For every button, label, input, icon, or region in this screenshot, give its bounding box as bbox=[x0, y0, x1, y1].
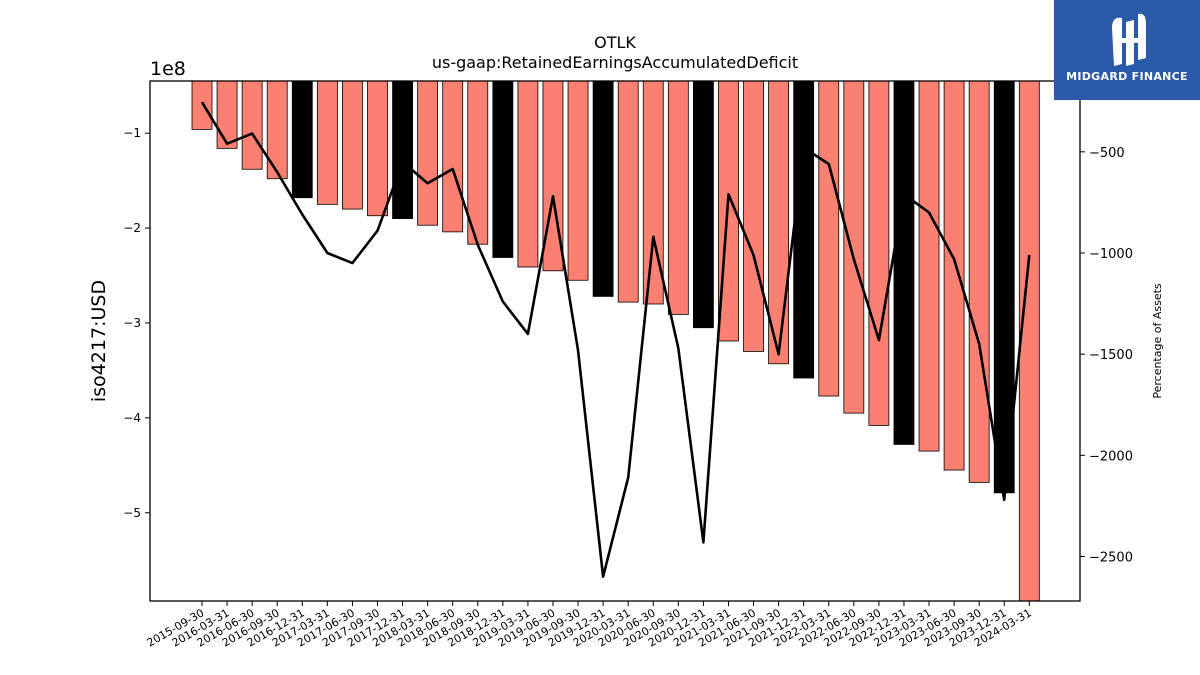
bar-2016-09-30 bbox=[266, 80, 288, 180]
bar-2021-12-31 bbox=[793, 80, 815, 379]
bar-2019-09-30 bbox=[567, 80, 589, 281]
bar-2020-12-31 bbox=[693, 80, 714, 329]
brand-mark-icon bbox=[1112, 13, 1146, 66]
y-tick-label: −2 bbox=[123, 221, 141, 235]
plot-frame bbox=[149, 80, 1081, 602]
y-axis-label: iso4217:USD bbox=[88, 280, 110, 402]
y2-tick-label: −1500 bbox=[1089, 348, 1133, 363]
bar-2022-12-31 bbox=[893, 80, 915, 445]
y2-tick-label: −2000 bbox=[1089, 449, 1133, 464]
bar-2020-09-30 bbox=[667, 80, 689, 315]
bar-2017-06-30 bbox=[342, 80, 363, 210]
y-axis-ticks: −1 −2 −3 −4 −5 bbox=[123, 126, 150, 520]
x-axis-ticks: 2015-09-302016-03-312016-06-302016-09-30… bbox=[145, 601, 1034, 650]
chart-title: OTLK bbox=[594, 33, 636, 52]
y-tick-label: −3 bbox=[123, 316, 141, 330]
bar-2018-06-30 bbox=[442, 80, 464, 233]
percentage-of-assets-line bbox=[200, 101, 1031, 579]
y-tick-label: −4 bbox=[123, 411, 141, 425]
bar-2016-12-31 bbox=[291, 80, 313, 199]
bar-2019-12-31 bbox=[592, 80, 614, 297]
bar-2015-09-30 bbox=[191, 80, 213, 130]
bar-2017-12-31 bbox=[392, 80, 413, 219]
bar-2021-06-30 bbox=[743, 80, 764, 352]
bar-2020-03-31 bbox=[617, 80, 639, 303]
bar-2017-03-31 bbox=[316, 80, 338, 205]
bar-2023-09-30 bbox=[968, 80, 990, 483]
bar-2018-03-31 bbox=[417, 80, 439, 226]
y2-tick-label: −500 bbox=[1089, 146, 1125, 161]
bar-2023-03-31 bbox=[918, 80, 940, 452]
line-group bbox=[200, 101, 1031, 579]
bar-2022-03-31 bbox=[818, 80, 840, 397]
y-multiplier-label: 1e8 bbox=[150, 58, 186, 80]
bar-2023-06-30 bbox=[943, 80, 965, 471]
bar-2018-12-31 bbox=[492, 80, 514, 258]
brand-logo: MIDGARD FINANCE bbox=[1054, 0, 1200, 100]
bar-2017-09-30 bbox=[367, 80, 388, 217]
bar-2022-06-30 bbox=[843, 80, 865, 414]
y-tick-label: −1 bbox=[123, 126, 141, 140]
bars-group bbox=[191, 80, 1040, 602]
bar-2016-06-30 bbox=[241, 80, 263, 170]
y2-axis-ticks: −500 −1000 −1500 −2000 −2500 bbox=[1080, 146, 1133, 565]
bar-2024-03-31 bbox=[1018, 80, 1040, 602]
bar-2019-03-31 bbox=[517, 80, 539, 268]
brand-name: MIDGARD FINANCE bbox=[1066, 70, 1188, 83]
bar-2022-09-30 bbox=[868, 80, 890, 426]
bar-2016-03-31 bbox=[216, 80, 238, 149]
y2-tick-label: −2500 bbox=[1089, 550, 1133, 565]
chart-subtitle: us-gaap:RetainedEarningsAccumulatedDefic… bbox=[432, 53, 798, 72]
y2-tick-label: −1000 bbox=[1089, 247, 1133, 262]
y-tick-label: −5 bbox=[123, 506, 141, 520]
y2-axis-label: Percentage of Assets bbox=[1151, 283, 1164, 399]
